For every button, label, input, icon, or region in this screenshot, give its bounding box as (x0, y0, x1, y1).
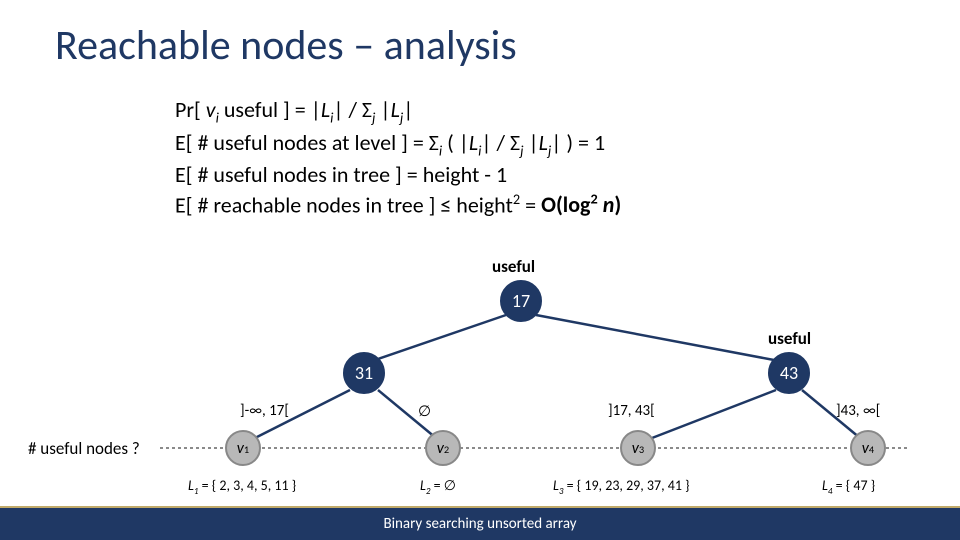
leaf-v4-sub: 4 (869, 443, 874, 456)
eq2-end: | ) = 1 (551, 129, 605, 156)
useful-nodes-question: # useful nodes ? (28, 438, 140, 459)
interval-v3: ]17, 43[ (608, 402, 655, 420)
leaf-v3-v: v (632, 439, 639, 458)
node-root: 17 (500, 280, 542, 322)
eq1-Li-L: L (321, 96, 330, 123)
leaf-v1-sub: 1 (244, 443, 249, 456)
eq4-bold-n: n (603, 191, 615, 218)
interval-v4: ]43, ∞[ (836, 402, 880, 420)
node-left: 31 (343, 352, 385, 394)
edge-43-v3 (652, 390, 776, 438)
interval-v1: ]-∞, 17[ (240, 402, 289, 420)
tree-edges (0, 0, 960, 540)
eq1-end: | (403, 96, 413, 123)
eq2-Lj-L: L (539, 129, 548, 156)
equation-3: E[ # useful nodes in tree ] = height - 1 (175, 160, 621, 190)
footer-band: Binary searching unsorted array (0, 508, 960, 540)
leaf-v1: v1 (225, 430, 261, 466)
equations-block: Pr[ vi useful ] = |Li| / Σj |Lj| E[ # us… (175, 95, 621, 220)
slide-title: Reachable nodes – analysis (55, 20, 517, 71)
equation-1: Pr[ vi useful ] = |Li| / Σj |Lj| (175, 95, 621, 128)
leaf-v2-sub: 2 (444, 443, 449, 456)
eq1-pre: Pr[ (175, 96, 206, 123)
lset-v1-set: = { 2, 3, 4, 5, 11 } (199, 477, 297, 494)
useful-label-top: useful (492, 256, 535, 277)
node-right-value: 43 (780, 362, 798, 384)
eq2-pre: E[ # useful nodes at level ] = Σ (175, 129, 439, 156)
leaf-v4: v4 (850, 430, 886, 466)
leaf-v1-v: v (237, 439, 244, 458)
lset-v4: L4 = { 47 } (822, 477, 875, 497)
leaf-v4-v: v (862, 439, 869, 458)
footer-text: Binary searching unsorted array (383, 515, 576, 533)
leaf-v2: v2 (425, 430, 461, 466)
lset-v2: L2 = ∅ (420, 477, 456, 497)
leaf-v3-sub: 3 (639, 443, 644, 456)
lset-v1: L1 = { 2, 3, 4, 5, 11 } (188, 477, 296, 497)
eq1-Lj-L: L (391, 96, 400, 123)
interval-v2: ∅ (418, 402, 431, 421)
eq4-bold-pre: O(log (541, 191, 590, 218)
lset-v3: L3 = { 19, 23, 29, 37, 41 } (553, 477, 690, 497)
edge-root-left (375, 315, 506, 360)
node-root-value: 17 (512, 290, 530, 312)
eq1-v: v (206, 96, 216, 123)
eq1-mid: useful ] = | (219, 96, 321, 123)
eq2-mid2: | / Σ (481, 129, 520, 156)
lset-v4-set: = { 47 } (833, 477, 876, 494)
node-right: 43 (768, 352, 810, 394)
leaf-v3: v3 (620, 430, 656, 466)
equation-4: E[ # reachable nodes in tree ] ≤ height 2… (175, 190, 621, 220)
node-left-value: 31 (355, 362, 373, 384)
leaf-v2-v: v (437, 439, 444, 458)
edge-root-right (536, 315, 774, 360)
eq4-bold-end: ) (614, 191, 621, 218)
lset-v2-set: = ∅ (431, 477, 457, 494)
eq4-mid: = (520, 191, 541, 218)
eq2-Li-L: L (469, 129, 478, 156)
equation-2: E[ # useful nodes at level ] = Σi ( |Li|… (175, 128, 621, 161)
useful-label-right: useful (768, 328, 811, 349)
eq2-mid: ( | (442, 129, 469, 156)
eq1-mid3: | (375, 96, 390, 123)
eq1-mid2: | / Σ (333, 96, 372, 123)
lset-v3-set: = { 19, 23, 29, 37, 41 } (564, 477, 690, 494)
eq4-bold-sup: 2 (590, 190, 597, 208)
eq2-mid3: | (524, 129, 539, 156)
eq4-pre: E[ # reachable nodes in tree ] ≤ height (175, 191, 513, 218)
